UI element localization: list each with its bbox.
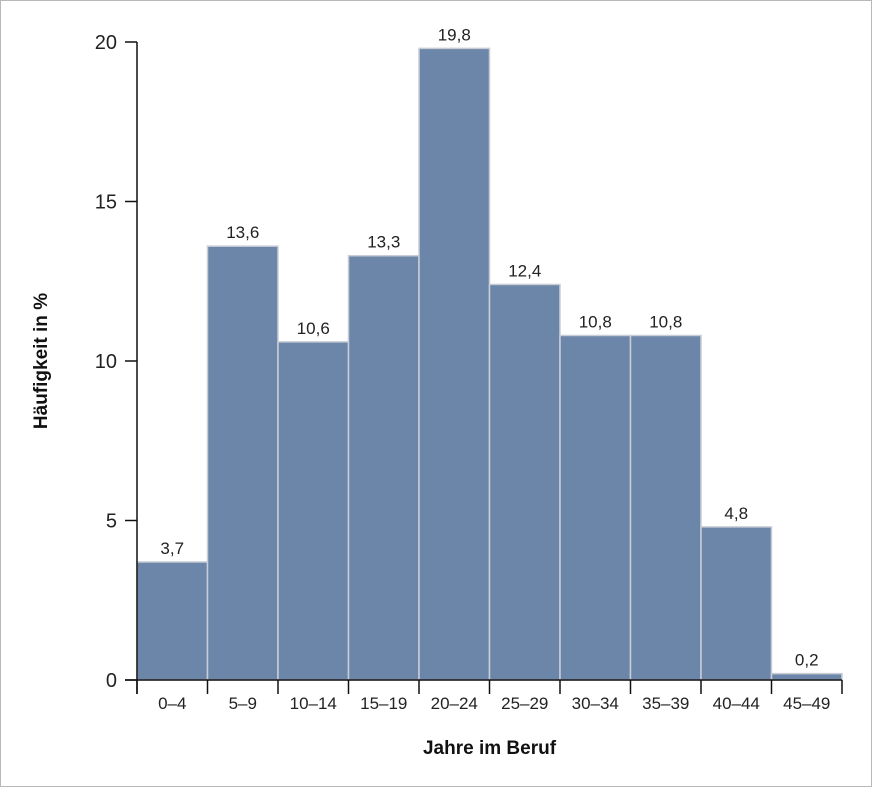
bar-0–4 xyxy=(136,561,209,681)
bar-40–44 xyxy=(700,526,773,681)
bar-35–39 xyxy=(629,334,702,681)
y-tick-label: 20 xyxy=(95,32,117,54)
data-label: 10,8 xyxy=(649,312,682,331)
x-tick-label: 10–14 xyxy=(290,694,337,713)
bar-30–34 xyxy=(559,334,632,681)
bar-45–49 xyxy=(770,672,843,681)
data-label: 0,2 xyxy=(795,651,819,670)
x-tick-label: 30–34 xyxy=(572,694,619,713)
data-label: 10,6 xyxy=(297,319,330,338)
y-tick-label: 10 xyxy=(95,351,117,373)
y-tick-label: 0 xyxy=(106,670,117,692)
data-labels-group: 3,7 13,6 10,6 13,3 19,8 12,4 10,8 10,8 4,8 0,2 xyxy=(160,25,818,669)
x-tick-label: 5–9 xyxy=(229,694,257,713)
x-tick-label: 15–19 xyxy=(360,694,407,713)
y-axis-title: Häufigkeit in % xyxy=(31,293,52,429)
bar-10–14 xyxy=(277,341,350,681)
bar-15–19 xyxy=(347,254,420,681)
y-ticks-group: 0 5 10 15 20 xyxy=(95,32,137,692)
bar-25–29 xyxy=(488,283,561,681)
data-label: 19,8 xyxy=(438,25,471,44)
x-tick-label: 20–24 xyxy=(431,694,478,713)
data-label: 4,8 xyxy=(724,504,748,523)
y-tick-label: 15 xyxy=(95,192,117,214)
data-label: 12,4 xyxy=(508,261,541,280)
data-label: 13,3 xyxy=(367,233,400,252)
data-label: 13,6 xyxy=(226,223,259,242)
x-tick-label: 0–4 xyxy=(158,694,186,713)
x-tick-label: 35–39 xyxy=(642,694,689,713)
x-axis-title: Jahre im Beruf xyxy=(423,738,557,759)
x-tick-label: 25–29 xyxy=(501,694,548,713)
x-tick-label: 40–44 xyxy=(713,694,760,713)
axes-group xyxy=(125,42,842,694)
bars-group xyxy=(136,47,843,681)
data-label: 10,8 xyxy=(579,312,612,331)
bar-20–24 xyxy=(418,47,491,681)
bar-5–9 xyxy=(206,245,279,681)
data-label: 3,7 xyxy=(160,539,184,558)
y-tick-label: 5 xyxy=(106,511,117,533)
x-ticks-group: 0–4 5–9 10–14 15–19 20–24 25–29 30–34 35–39 40–4… xyxy=(136,680,843,713)
x-tick-label: 45–49 xyxy=(783,694,830,713)
